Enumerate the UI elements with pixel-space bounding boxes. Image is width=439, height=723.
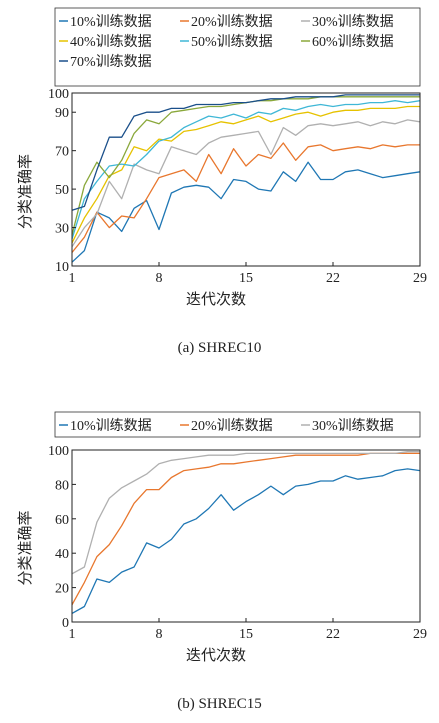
legend-label: 60%训练数据 xyxy=(312,34,394,50)
series-line-3 xyxy=(71,119,421,248)
x-tick-label: 22 xyxy=(326,271,340,286)
series-line-5 xyxy=(71,100,421,240)
y-tick-label: 60 xyxy=(55,513,69,528)
y-tick-label: 20 xyxy=(55,582,69,597)
legend-label: 50%训练数据 xyxy=(191,34,273,50)
series-line-1 xyxy=(71,468,421,614)
legend-label: 30%训练数据 xyxy=(312,14,394,30)
caption-b: (b) SHREC15 xyxy=(177,696,262,712)
legend-label: 40%训练数据 xyxy=(70,34,152,50)
y-tick-label: 10 xyxy=(55,260,69,275)
x-axis-label: 迭代次数 xyxy=(186,646,246,664)
y-tick-label: 50 xyxy=(55,183,69,198)
series-line-4 xyxy=(71,105,420,244)
x-tick-label: 1 xyxy=(69,627,76,642)
y-tick-label: 40 xyxy=(55,547,69,562)
y-tick-label: 70 xyxy=(55,145,69,160)
chart-b: 10%训练数据 20%训练数据 30%训练数据 1 8 15 22 29 0 20 40 60 80 10… xyxy=(16,411,427,664)
y-tick-label: 100 xyxy=(48,87,69,102)
series-line-1 xyxy=(71,161,421,263)
legend-label: 10%训练数据 xyxy=(70,418,152,434)
y-tick-label: 90 xyxy=(55,106,69,121)
legend-box xyxy=(54,7,421,87)
caption-a: (a) SHREC10 xyxy=(177,340,262,356)
series-line-3 xyxy=(71,451,420,575)
series-line-2 xyxy=(71,452,420,606)
y-tick-label: 30 xyxy=(55,222,69,237)
plot-frame xyxy=(71,92,421,267)
series-line-2 xyxy=(71,142,420,253)
y-tick-label: 80 xyxy=(55,478,69,493)
series-line-7 xyxy=(71,94,420,211)
y-axis-label: 分类准确率 xyxy=(16,510,34,585)
legend-label: 10%训练数据 xyxy=(70,14,152,30)
chart-a: 10%训练数据 20%训练数据 30%训练数据 40%训练数据 50%训练数据 60%训练… xyxy=(16,7,427,308)
x-tick-label: 22 xyxy=(326,627,340,642)
x-tick-label: 8 xyxy=(156,627,163,642)
legend-box xyxy=(54,411,421,438)
legend-label: 70%训练数据 xyxy=(70,54,152,70)
x-tick-label: 15 xyxy=(239,271,253,286)
x-tick-label: 29 xyxy=(413,271,427,286)
x-tick-label: 15 xyxy=(239,627,253,642)
x-tick-label: 29 xyxy=(413,627,427,642)
plot-frame xyxy=(71,449,421,623)
legend-label: 20%训练数据 xyxy=(191,418,273,434)
y-tick-label: 100 xyxy=(48,444,69,459)
y-tick-label: 0 xyxy=(62,616,69,631)
legend-label: 20%训练数据 xyxy=(191,14,273,30)
x-axis-label: 迭代次数 xyxy=(186,290,246,308)
x-tick-label: 1 xyxy=(69,271,76,286)
y-axis-label: 分类准确率 xyxy=(16,154,34,229)
x-tick-label: 8 xyxy=(156,271,163,286)
legend-label: 30%训练数据 xyxy=(312,418,394,434)
